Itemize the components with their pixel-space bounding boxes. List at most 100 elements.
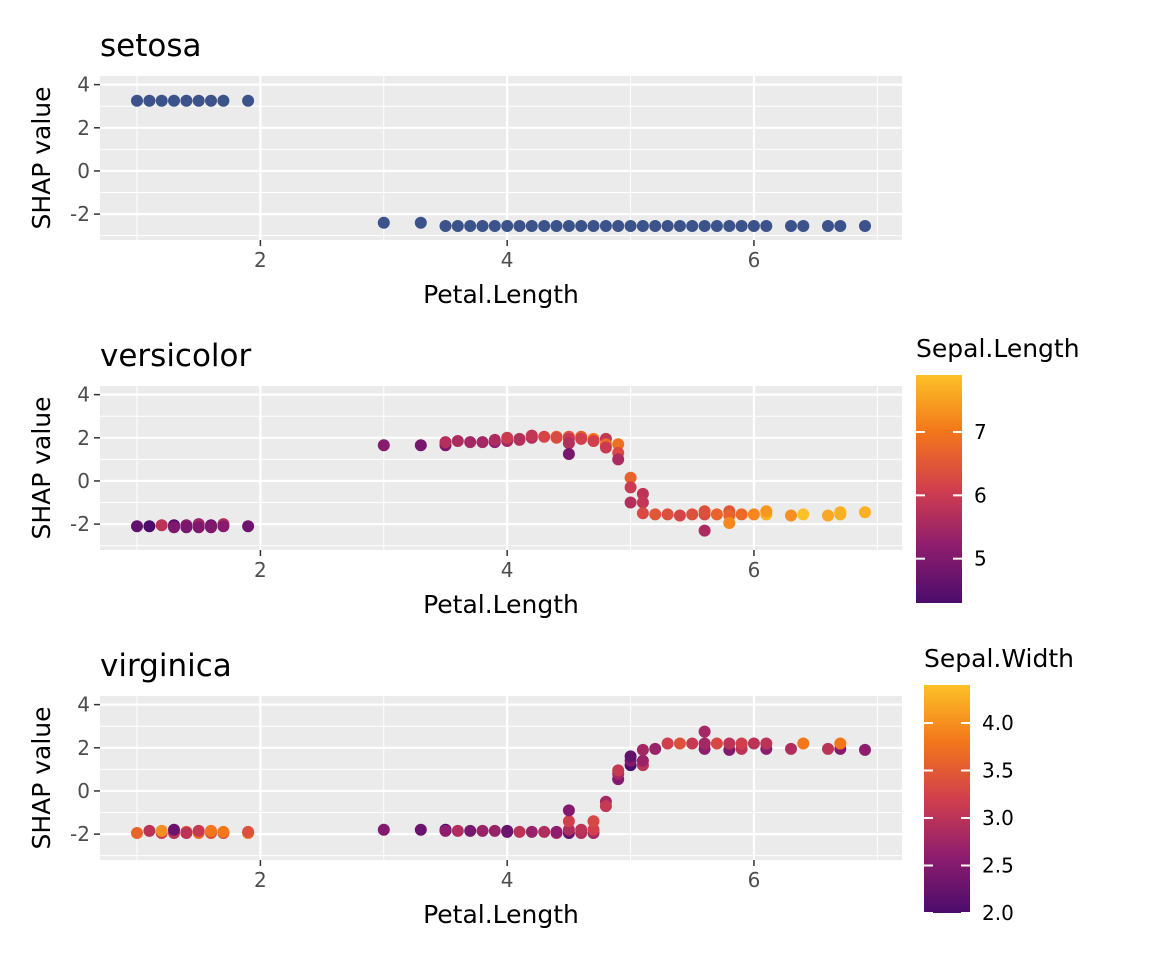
tick-label-y: 2: [77, 426, 90, 450]
data-point: [513, 825, 526, 838]
data-point: [723, 517, 736, 529]
data-point: [217, 825, 230, 838]
tick-label-x: 6: [748, 558, 761, 582]
data-point: [698, 737, 711, 750]
data-point: [587, 220, 600, 232]
data-point: [180, 94, 193, 107]
data-point: [599, 220, 612, 232]
data-point: [562, 437, 575, 450]
panel-virginica: 2 4 6 4 2 0 -2 virginica Petal.Length SHAP value: [27, 648, 902, 929]
tick-label-y: 4: [77, 693, 90, 717]
data-point: [439, 824, 452, 837]
data-point: [649, 742, 662, 755]
tick-label-y: -2: [70, 822, 90, 846]
data-point: [747, 508, 760, 521]
x-axis-title: Petal.Length: [423, 900, 579, 929]
data-point: [192, 521, 205, 534]
data-point: [649, 508, 662, 521]
data-point: [414, 439, 427, 452]
data-point: [760, 505, 773, 518]
data-point: [698, 725, 711, 738]
data-point: [242, 94, 255, 107]
tick-label-y: -2: [70, 202, 90, 226]
data-point: [834, 220, 847, 232]
data-point: [205, 94, 217, 107]
data-point: [624, 750, 637, 763]
data-point: [686, 737, 699, 750]
data-point: [723, 220, 736, 232]
plot-background: [100, 76, 902, 240]
tick-label-y: 2: [77, 736, 90, 760]
tick-label-y: 4: [77, 383, 90, 407]
data-point: [797, 737, 810, 750]
data-point: [562, 815, 575, 828]
data-point: [636, 496, 649, 509]
legend-title: Sepal.Length: [916, 334, 1080, 363]
data-point: [242, 520, 255, 533]
tick-label-y: 0: [77, 779, 90, 803]
tick-label-x: 2: [254, 558, 267, 582]
data-point: [785, 742, 797, 755]
colorbar: [916, 375, 962, 603]
colorbar-tick-label: 4.0: [982, 711, 1014, 735]
data-point: [377, 439, 390, 452]
colorbar-tick-label: 3.0: [982, 806, 1014, 830]
legend-title: Sepal.Width: [924, 644, 1074, 673]
x-axis-title: Petal.Length: [423, 280, 579, 309]
data-point: [698, 524, 711, 537]
data-point: [686, 220, 699, 232]
data-point: [636, 487, 649, 500]
data-point: [451, 824, 464, 837]
data-point: [859, 743, 871, 756]
data-point: [735, 508, 748, 521]
data-point: [624, 496, 637, 509]
data-point: [575, 432, 588, 445]
tick-label-y: 0: [77, 159, 90, 183]
colorbar-tick-label: 2.5: [982, 854, 1014, 878]
tick-label-x: 4: [501, 248, 514, 272]
data-point: [649, 220, 662, 232]
data-point: [562, 220, 575, 232]
tick-label-x: 2: [254, 248, 267, 272]
data-point: [834, 737, 847, 750]
data-point: [192, 94, 205, 107]
data-point: [131, 94, 143, 107]
data-point: [797, 220, 810, 232]
colorbar: [924, 685, 970, 913]
colorbar-tick-label: 7: [974, 420, 987, 444]
data-point: [155, 94, 168, 107]
data-point: [451, 435, 464, 447]
data-point: [747, 737, 760, 750]
panel-versicolor: 2 4 6 4 2 0 -2 versicolor Petal.Length SHAP value: [27, 338, 902, 619]
y-axis-title: SHAP value: [27, 706, 56, 849]
data-point: [205, 824, 217, 837]
data-point: [525, 220, 538, 232]
data-point: [476, 436, 489, 449]
data-point: [168, 823, 180, 836]
data-point: [698, 220, 711, 232]
data-point: [525, 825, 538, 838]
data-point: [550, 431, 563, 444]
data-point: [661, 508, 674, 521]
tick-label-x: 6: [748, 868, 761, 892]
data-point: [834, 506, 847, 519]
data-point: [587, 435, 600, 447]
plot-background: [100, 696, 902, 860]
data-point: [797, 508, 810, 521]
data-point: [205, 521, 217, 534]
data-point: [488, 433, 501, 446]
data-point: [538, 430, 551, 443]
data-point: [192, 824, 205, 837]
colorbar-tick-label: 3.5: [982, 759, 1014, 783]
data-point: [439, 220, 452, 232]
data-point: [661, 737, 674, 750]
legend-Sepal.Width: Sepal.Width 2.0 2.5 3.0 3.5 4.0: [924, 644, 1074, 925]
data-point: [476, 220, 489, 232]
data-point: [513, 433, 526, 446]
data-point: [859, 506, 871, 519]
data-point: [636, 220, 649, 232]
data-point: [859, 220, 871, 232]
data-point: [464, 220, 477, 232]
data-point: [575, 823, 588, 836]
tick-label-x: 6: [748, 248, 761, 272]
